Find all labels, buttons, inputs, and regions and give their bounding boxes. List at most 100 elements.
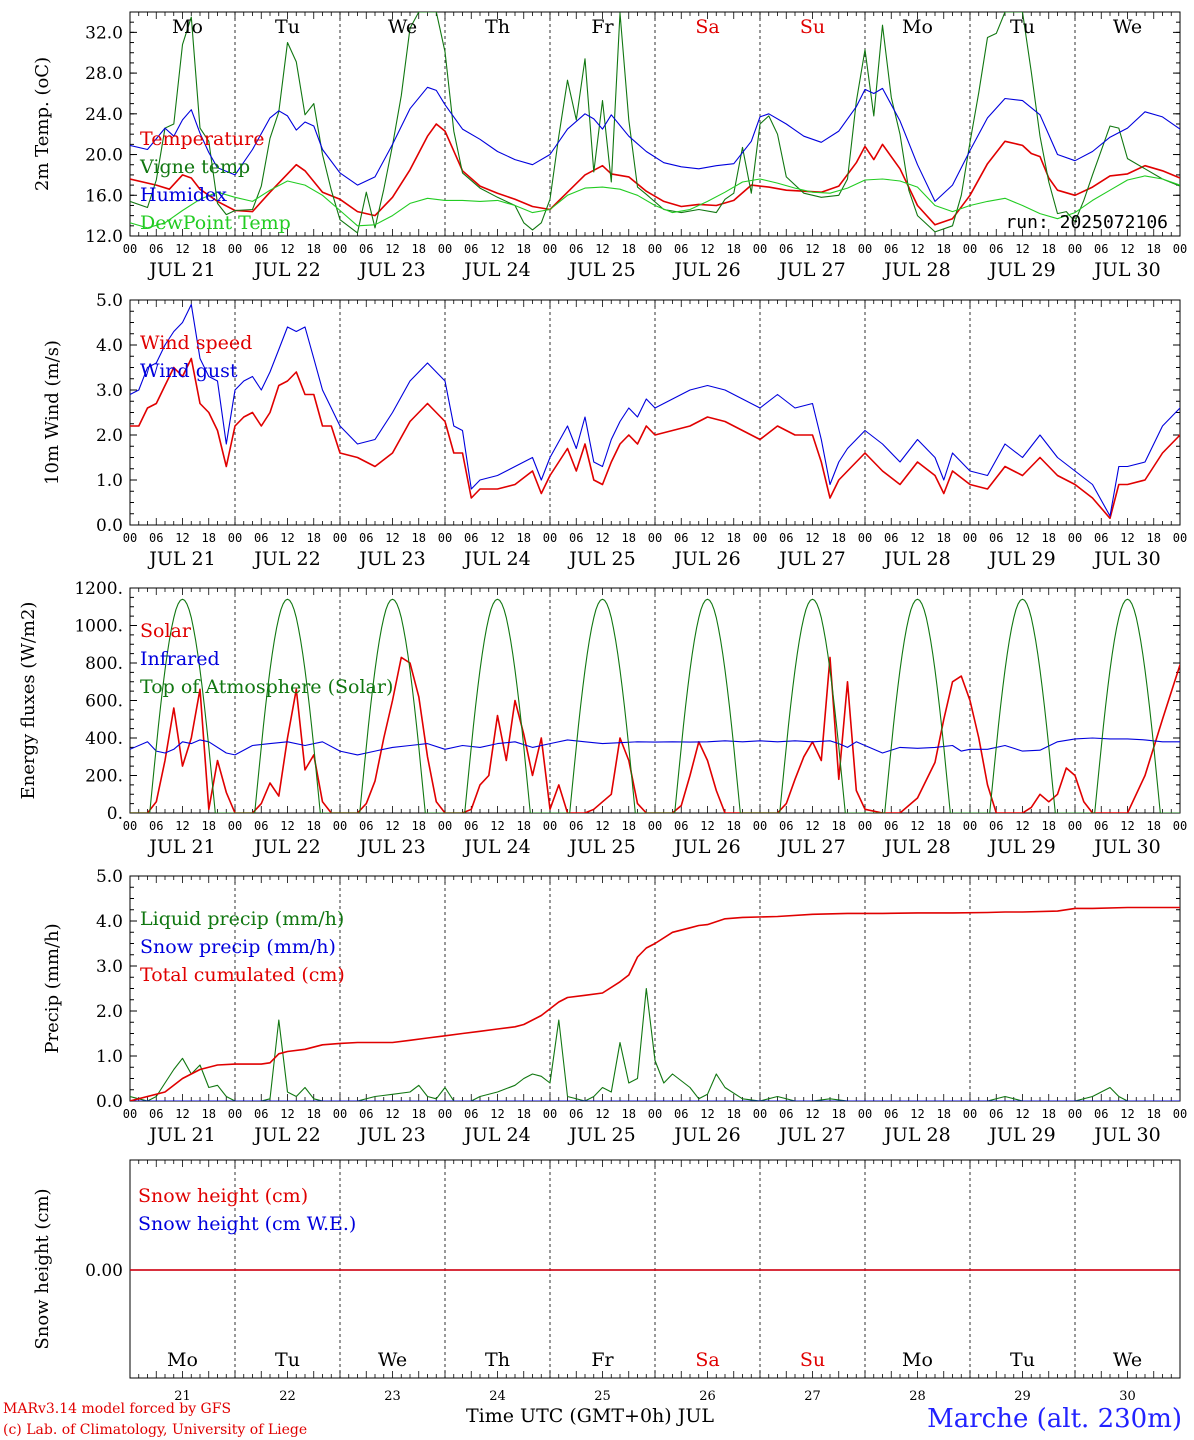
hour-tick-label: 12 bbox=[175, 1107, 189, 1121]
hour-tick-label: 06 bbox=[989, 531, 1003, 545]
y-tick-label: 1200. bbox=[74, 579, 123, 599]
hour-tick-label: 18 bbox=[1042, 1107, 1056, 1121]
y-axis-label: Precip (mm/h) bbox=[42, 923, 63, 1053]
y-axis-label: 2m Temp. (oC) bbox=[32, 57, 53, 191]
hour-tick-label: 12 bbox=[175, 819, 189, 833]
x-axis-label: Time UTC (GMT+0h) JUL bbox=[466, 1405, 714, 1427]
hour-tick-label: 06 bbox=[359, 531, 373, 545]
date-label: JUL 27 bbox=[777, 1124, 845, 1146]
date-label: JUL 23 bbox=[357, 1124, 425, 1146]
day-label: We bbox=[388, 16, 417, 38]
day-label: Tu bbox=[1010, 1349, 1035, 1371]
y-tick-label: 1000. bbox=[74, 617, 123, 637]
date-label: JUL 27 bbox=[777, 259, 845, 281]
hour-tick-label: 18 bbox=[727, 1107, 741, 1121]
hour-tick-label: 18 bbox=[832, 819, 846, 833]
hour-tick-label: 18 bbox=[727, 819, 741, 833]
hour-tick-label: 12 bbox=[1120, 819, 1134, 833]
y-tick-label: 5.0 bbox=[96, 867, 123, 887]
hour-tick-label: 06 bbox=[884, 1107, 898, 1121]
hour-tick-label: 00 bbox=[333, 819, 347, 833]
date-label: JUL 24 bbox=[462, 836, 530, 858]
hour-tick-label: 00 bbox=[123, 1107, 137, 1121]
date-label: JUL 26 bbox=[672, 836, 740, 858]
hour-tick-label: 18 bbox=[307, 531, 321, 545]
hour-tick-label: 12 bbox=[490, 1107, 504, 1121]
hour-tick-label: 00 bbox=[858, 531, 872, 545]
series-line-toa bbox=[130, 598, 1180, 813]
hour-tick-label: 12 bbox=[1015, 531, 1029, 545]
hour-tick-label: 00 bbox=[963, 819, 977, 833]
hour-tick-label: 12 bbox=[1120, 242, 1134, 256]
hour-tick-label: 00 bbox=[543, 531, 557, 545]
hour-tick-label: 06 bbox=[674, 1107, 688, 1121]
date-label: JUL 22 bbox=[252, 836, 320, 858]
day-label: Fr bbox=[591, 16, 614, 38]
date-label: JUL 21 bbox=[147, 259, 215, 281]
hour-tick-label: 06 bbox=[1094, 531, 1108, 545]
date-label: JUL 26 bbox=[672, 1124, 740, 1146]
hour-tick-label: 00 bbox=[1173, 531, 1187, 545]
day-number: 26 bbox=[699, 1389, 716, 1404]
hour-tick-label: 00 bbox=[963, 242, 977, 256]
day-label: Th bbox=[485, 1349, 510, 1371]
y-axis-label: Snow height (cm) bbox=[32, 1188, 53, 1349]
hour-tick-label: 12 bbox=[805, 242, 819, 256]
hour-tick-label: 18 bbox=[412, 1107, 426, 1121]
day-label: Sa bbox=[695, 1349, 719, 1371]
y-tick-label: 200. bbox=[85, 767, 123, 787]
legend-entry: Wind gust bbox=[140, 360, 238, 382]
date-label: JUL 28 bbox=[882, 259, 950, 281]
hour-tick-label: 12 bbox=[595, 819, 609, 833]
legend-entry: Liquid precip (mm/h) bbox=[140, 908, 344, 930]
hour-tick-label: 06 bbox=[779, 1107, 793, 1121]
hour-tick-label: 00 bbox=[648, 531, 662, 545]
hour-tick-label: 00 bbox=[648, 242, 662, 256]
day-label: We bbox=[1113, 1349, 1142, 1371]
hour-tick-label: 00 bbox=[543, 1107, 557, 1121]
day-label: We bbox=[1113, 16, 1142, 38]
hour-tick-label: 12 bbox=[385, 1107, 399, 1121]
hour-tick-label: 18 bbox=[622, 819, 636, 833]
legend-entry: Wind speed bbox=[140, 332, 252, 354]
hour-tick-label: 00 bbox=[1068, 531, 1082, 545]
hour-tick-label: 06 bbox=[569, 819, 583, 833]
y-tick-label: 1.0 bbox=[96, 471, 123, 491]
hour-tick-label: 12 bbox=[700, 531, 714, 545]
date-label: JUL 25 bbox=[567, 836, 635, 858]
hour-tick-label: 06 bbox=[254, 242, 268, 256]
y-tick-label: 800. bbox=[85, 654, 123, 674]
hour-tick-label: 12 bbox=[175, 531, 189, 545]
y-tick-label: 600. bbox=[85, 692, 123, 712]
hour-tick-label: 12 bbox=[490, 242, 504, 256]
hour-tick-label: 00 bbox=[753, 1107, 767, 1121]
day-number: 22 bbox=[279, 1389, 296, 1404]
day-number: 28 bbox=[909, 1389, 926, 1404]
y-tick-label: 3.0 bbox=[96, 957, 123, 977]
hour-tick-label: 06 bbox=[674, 531, 688, 545]
date-label: JUL 27 bbox=[777, 548, 845, 570]
hour-tick-label: 00 bbox=[963, 1107, 977, 1121]
legend-entry: Humidex bbox=[140, 184, 227, 206]
date-label: JUL 23 bbox=[357, 259, 425, 281]
hour-tick-label: 12 bbox=[490, 819, 504, 833]
hour-tick-label: 00 bbox=[228, 819, 242, 833]
date-label: JUL 23 bbox=[357, 836, 425, 858]
hour-tick-label: 18 bbox=[832, 1107, 846, 1121]
hour-tick-label: 06 bbox=[989, 1107, 1003, 1121]
hour-tick-label: 00 bbox=[648, 819, 662, 833]
hour-tick-label: 18 bbox=[412, 531, 426, 545]
y-tick-label: 0.0 bbox=[96, 516, 123, 536]
hour-tick-label: 12 bbox=[1120, 531, 1134, 545]
day-number: 23 bbox=[384, 1389, 401, 1404]
hour-tick-label: 18 bbox=[1042, 531, 1056, 545]
day-label: Sa bbox=[695, 16, 719, 38]
date-label: JUL 30 bbox=[1092, 836, 1160, 858]
hour-tick-label: 06 bbox=[884, 242, 898, 256]
y-tick-label: 1.0 bbox=[96, 1047, 123, 1067]
date-label: JUL 28 bbox=[882, 548, 950, 570]
hour-tick-label: 06 bbox=[779, 819, 793, 833]
hour-tick-label: 12 bbox=[385, 819, 399, 833]
legend-entry: Snow height (cm) bbox=[138, 1185, 308, 1207]
